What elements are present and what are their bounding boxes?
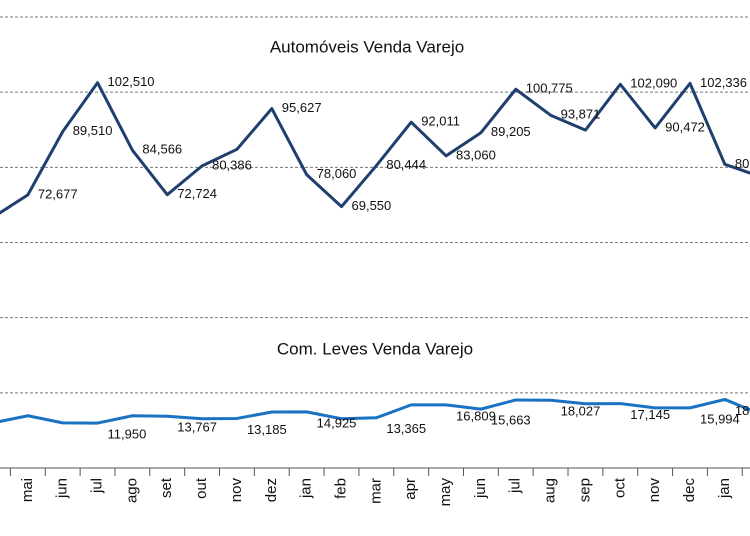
x-tick-label: may: [437, 478, 454, 507]
x-tick-label: jan: [298, 478, 315, 499]
data-label: 72,677: [38, 186, 78, 201]
x-tick-label: mar: [367, 478, 384, 504]
x-tick-label: oct: [611, 477, 628, 498]
x-tick-label: dec: [681, 478, 698, 503]
data-label: 14,925: [317, 415, 357, 430]
data-label: 102,090: [630, 76, 677, 91]
chart-title: Automóveis Venda Varejo: [270, 37, 464, 56]
x-tick-label: set: [158, 477, 175, 498]
data-label: 18,24: [735, 403, 750, 418]
data-label: 102,336: [700, 75, 747, 90]
x-tick-label: feb: [332, 478, 349, 499]
x-tick-label: jul: [89, 478, 106, 494]
x-tick-label: dez: [263, 478, 280, 502]
data-label: 15,663: [491, 413, 531, 428]
data-label: 13,365: [386, 421, 426, 436]
series-line: [0, 397, 750, 425]
x-tick-label: out: [193, 477, 210, 499]
x-tick-label: jan: [716, 478, 733, 499]
data-label: 80,386: [212, 157, 252, 172]
data-label: 80,444: [386, 157, 426, 172]
data-label: 69,550: [352, 198, 392, 213]
data-label: 72,724: [177, 186, 217, 201]
x-tick-label: jun: [54, 478, 71, 499]
data-label: 11,950: [108, 427, 147, 442]
chart-subtitle: Com. Leves Venda Varejo: [277, 339, 473, 358]
x-tick-label: nov: [228, 478, 245, 503]
x-tick-label: jun: [472, 478, 489, 499]
data-label: 100,775: [526, 81, 573, 96]
x-tick-label: ago: [123, 478, 140, 503]
data-label: 83,060: [456, 147, 496, 162]
data-label: 17,145: [630, 407, 670, 422]
x-tick-label: mai: [19, 478, 36, 502]
data-label: 15,994: [700, 411, 740, 426]
x-tick-label: sep: [576, 478, 593, 502]
series-line: [0, 81, 750, 215]
x-tick-label: jul: [507, 478, 524, 494]
data-label: 13,767: [177, 420, 217, 435]
data-label: 16,809: [456, 408, 496, 423]
data-label: 84,566: [142, 142, 182, 157]
data-label: 92,011: [421, 114, 460, 129]
data-label: 78,060: [317, 166, 357, 181]
data-label: 18,027: [561, 404, 601, 419]
x-tick-label: apr: [402, 478, 419, 500]
data-label: 89,205: [491, 124, 531, 139]
data-label: 102,510: [108, 74, 155, 89]
x-tick-label: nov: [646, 478, 663, 503]
data-label: 89,510: [73, 123, 113, 138]
data-label: 95,627: [282, 100, 322, 115]
data-label: 13,185: [247, 422, 287, 437]
data-label: 93,871: [561, 107, 601, 122]
x-tick-label: aug: [542, 478, 559, 503]
data-label: 90,472: [665, 119, 705, 134]
data-label: 80,: [735, 156, 750, 171]
